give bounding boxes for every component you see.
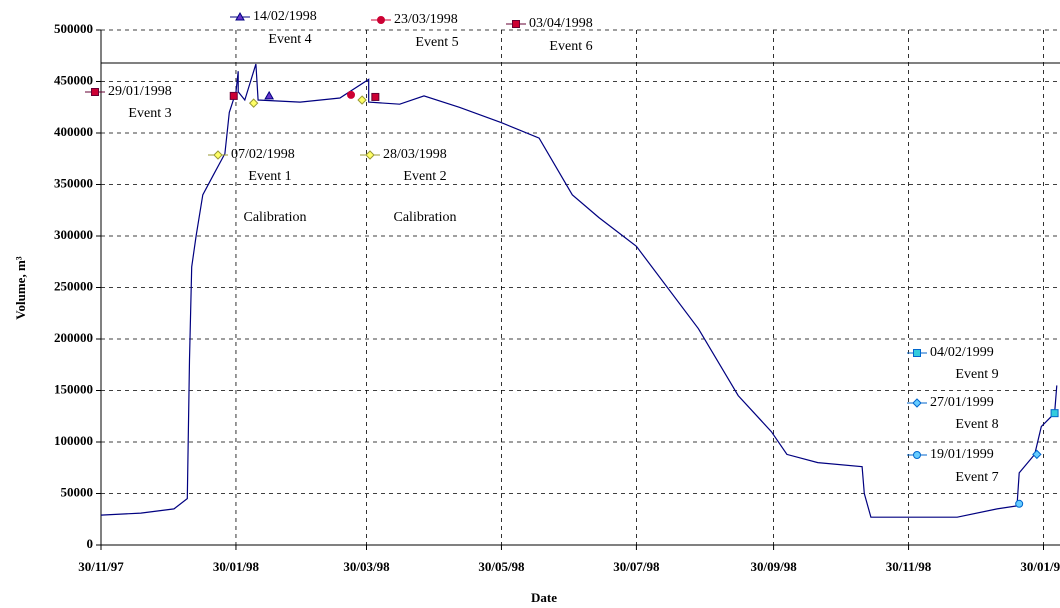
y-tick-label: 500000	[54, 21, 93, 36]
legend-label: 04/02/1999	[930, 345, 994, 360]
y-tick-label: 250000	[54, 278, 93, 293]
event-label: Event 6	[549, 39, 592, 54]
y-tick-label: 0	[87, 536, 94, 551]
event-marker	[1032, 449, 1042, 460]
annotation: Calibration	[394, 210, 457, 225]
y-tick-label: 450000	[54, 72, 93, 87]
y-tick-label: 300000	[54, 227, 93, 242]
legend-label: 19/01/1999	[930, 447, 994, 462]
legend-marker	[235, 11, 245, 21]
y-tick-label: 150000	[54, 381, 93, 396]
x-tick-label: 30/05/98	[478, 559, 525, 574]
legend-label: 23/03/1998	[394, 12, 458, 27]
event-label: Event 9	[955, 367, 998, 382]
y-tick-label: 50000	[61, 484, 94, 499]
legend-marker	[913, 451, 921, 459]
event-marker	[357, 95, 367, 105]
y-tick-label: 400000	[54, 124, 93, 139]
event-marker	[1015, 499, 1024, 508]
y-axis-title: Volume, m³	[13, 256, 28, 319]
legend-label: 27/01/1999	[930, 395, 994, 410]
event-label: Event 5	[415, 35, 458, 50]
x-tick-label: 30/11/97	[78, 559, 124, 574]
event-marker	[264, 90, 275, 100]
legend-label: 07/02/1998	[231, 147, 295, 162]
legend-label: 29/01/1998	[108, 84, 172, 99]
x-tick-label: 30/07/98	[613, 559, 660, 574]
x-tick-label: 30/01/99	[1020, 559, 1060, 574]
data-line	[100, 63, 1058, 518]
y-tick-label: 200000	[54, 330, 93, 345]
event-label: Event 1	[248, 169, 291, 184]
x-tick-label: 30/09/98	[750, 559, 797, 574]
event-marker	[1050, 409, 1059, 418]
x-tick-label: 30/01/98	[213, 559, 260, 574]
legend-marker	[377, 16, 385, 24]
event-label: Event 3	[128, 106, 171, 121]
legend-marker	[512, 20, 520, 28]
event-marker	[229, 91, 238, 100]
legend-label: 14/02/1998	[253, 9, 317, 24]
event-marker	[371, 92, 380, 101]
legend-label: 03/04/1998	[529, 16, 593, 31]
x-tick-label: 30/03/98	[343, 559, 390, 574]
legend-marker	[91, 88, 99, 96]
legend-label: 28/03/1998	[383, 147, 447, 162]
x-axis-title: Date	[531, 590, 557, 605]
event-label: Event 8	[955, 417, 998, 432]
legend-marker	[365, 150, 375, 160]
event-label: Event 4	[268, 32, 311, 47]
legend-marker	[213, 150, 223, 160]
event-label: Event 2	[403, 169, 446, 184]
y-tick-label: 100000	[54, 433, 93, 448]
event-label: Event 7	[955, 470, 998, 485]
event-marker	[248, 98, 259, 108]
y-tick-label: 350000	[54, 175, 93, 190]
legend-marker	[912, 398, 922, 408]
x-tick-label: 30/11/98	[886, 559, 932, 574]
event-marker	[347, 90, 356, 99]
legend-marker	[913, 349, 921, 357]
annotation: Calibration	[244, 210, 307, 225]
